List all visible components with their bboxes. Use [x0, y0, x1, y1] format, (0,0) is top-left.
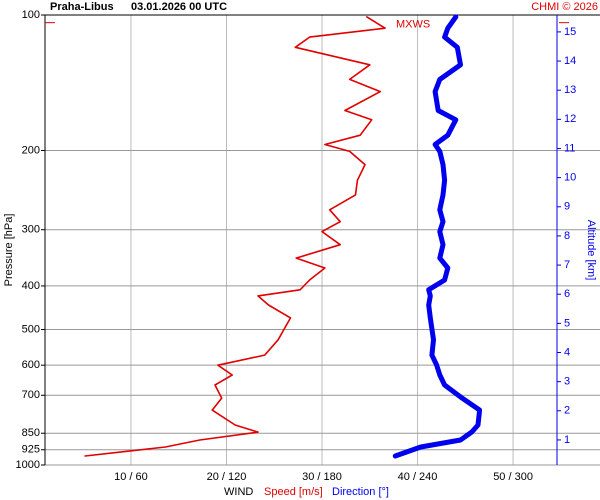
y-tick-label: 850	[22, 427, 40, 439]
speed-line	[84, 16, 386, 457]
y-tick-label: 925	[22, 444, 40, 456]
y2-tick-label: 10	[564, 172, 576, 184]
y2-tick-label: 3	[564, 376, 570, 388]
y2-tick-label: 11	[564, 142, 575, 154]
y2-tick-label: 2	[564, 405, 570, 417]
y-tick-label: 100	[22, 9, 40, 21]
y2-tick-label: 5	[564, 317, 570, 329]
x-tick-label: 20 / 120	[207, 471, 247, 483]
y2-tick-label: 12	[564, 113, 576, 125]
x-axis-label: WIND	[224, 486, 253, 498]
x-tick-label: 50 / 300	[493, 471, 533, 483]
y-tick-label: 600	[22, 359, 40, 371]
y-axis-label: Pressure [hPa]	[3, 214, 15, 287]
y-tick-label: 1000	[16, 459, 40, 471]
y2-tick-label: 4	[564, 346, 570, 358]
y2-tick-label: 6	[564, 288, 570, 300]
y-tick-label: 200	[22, 144, 40, 156]
y2-tick-label: 8	[564, 230, 570, 242]
x-tick-label: 30 / 180	[302, 471, 342, 483]
station: Praha-Libus	[50, 1, 114, 13]
credit: CHMI © 2026	[531, 1, 598, 13]
y2-tick-label: 14	[564, 55, 576, 67]
legend-speed: Speed [m/s]	[264, 486, 323, 498]
y2-tick-label: 15	[564, 26, 576, 38]
y2-axis-label: Altitude [km]	[585, 220, 597, 281]
y2-tick-label: 7	[564, 259, 570, 271]
annotation: MXWS	[396, 19, 430, 31]
legend-direction: Direction [°]	[332, 486, 389, 498]
y2-tick-label: 9	[564, 201, 570, 213]
y-tick-label: 700	[22, 389, 40, 401]
x-tick-label: 10 / 60	[114, 471, 148, 483]
y-tick-label: 400	[22, 280, 40, 292]
y-tick-label: 500	[22, 323, 40, 335]
x-tick-label: 40 / 240	[398, 471, 438, 483]
y-tick-label: 300	[22, 224, 40, 236]
y2-tick-label: 13	[564, 84, 576, 96]
y2-tick-label: 1	[564, 434, 570, 446]
direction-line	[392, 14, 483, 459]
chart-title: 03.01.2026 00 UTC	[131, 1, 227, 13]
